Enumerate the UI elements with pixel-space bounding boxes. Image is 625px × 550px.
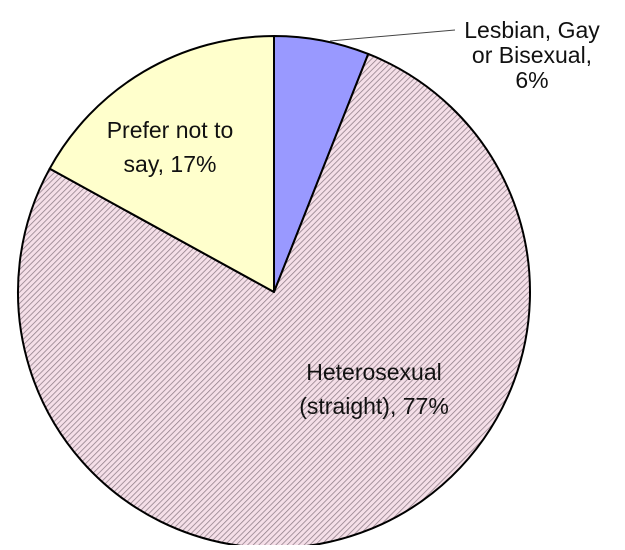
label-lesbian-gay-bisexual-line: or Bisexual, (472, 42, 592, 68)
label-lesbian-gay-bisexual-line: Lesbian, Gay (464, 17, 600, 43)
pie-slices (17, 35, 532, 549)
lgb-leader-line (329, 29, 456, 42)
label-lesbian-gay-bisexual: Lesbian, Gay or Bisexual, 6% (464, 17, 600, 93)
slice-heterosexual (17, 52, 532, 549)
label-heterosexual-line: Heterosexual (306, 359, 442, 385)
label-heterosexual-line: (straight), 77% (299, 393, 449, 419)
label-heterosexual: Heterosexual (straight), 77% (299, 359, 449, 419)
slice-prefer-not-to-say (48, 35, 275, 293)
label-prefer-not-to-say: Prefer not to say, 17% (107, 117, 234, 177)
label-lesbian-gay-bisexual-line: 6% (515, 67, 548, 93)
pie-labels: Lesbian, Gay or Bisexual, 6% Heterosexual (s… (107, 17, 601, 419)
label-prefer-not-to-say-line: Prefer not to (107, 117, 234, 143)
label-prefer-not-to-say-line: say, 17% (124, 151, 217, 177)
